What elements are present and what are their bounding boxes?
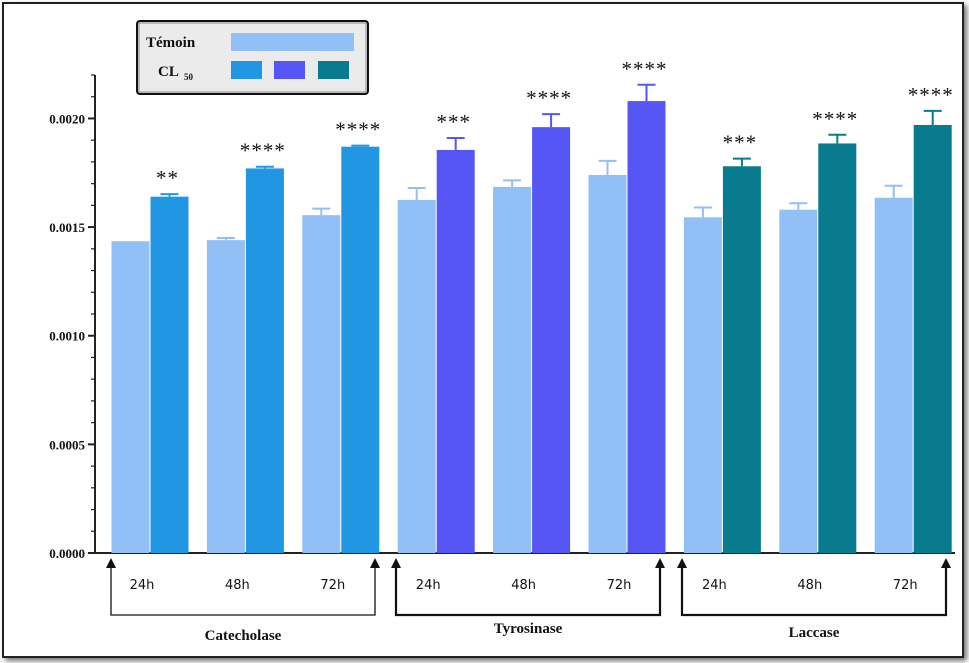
control-bar [588, 174, 627, 554]
control-bar [683, 217, 722, 553]
x-tick-label: 24h [416, 578, 441, 593]
x-tick-label: 48h [511, 578, 536, 593]
group-bracket [391, 558, 665, 617]
legend-control-swatch [231, 33, 354, 51]
group-label: Catecholase [205, 628, 282, 644]
legend-treated-swatch [274, 61, 305, 79]
significance-label: **** [526, 86, 572, 110]
y-tick-label: 0.0000 [49, 546, 85, 561]
treated-bar [532, 127, 571, 554]
significance-label: ** [156, 166, 179, 190]
x-tick-label: 48h [797, 578, 822, 593]
control-bar [206, 240, 245, 554]
group-bracket [677, 558, 951, 617]
y-tick-label: 0.0015 [49, 220, 85, 235]
labels-layer: 0.0000 0.0005 0.0010 0.0015 0.0020 ** 24h **** 4… [49, 57, 954, 644]
significance-label: *** [723, 131, 758, 155]
control-bar [397, 199, 436, 553]
significance-label: **** [622, 57, 668, 81]
significance-label: **** [908, 83, 954, 107]
treated-bar [818, 143, 857, 553]
treated-bar [436, 149, 475, 553]
control-bar [493, 186, 532, 554]
x-tick-label: 24h [130, 578, 155, 593]
control-bar [779, 209, 818, 553]
treated-bar [245, 168, 284, 553]
significance-label: **** [240, 139, 286, 163]
treated-bar [627, 101, 666, 553]
group-bracket [106, 558, 380, 616]
legend-treated-subscript: 50 [184, 72, 194, 82]
group-label: Tyrosinase [494, 621, 563, 637]
significance-label: **** [335, 118, 381, 142]
legend: Témoin CL 50 [136, 20, 369, 95]
legend-treated-swatch [231, 61, 262, 79]
x-tick-label: 24h [702, 578, 727, 593]
legend-inner-border [138, 22, 367, 93]
legend-treated-label: CL [158, 64, 179, 80]
y-tick-label: 0.0020 [49, 111, 85, 126]
control-bar [874, 197, 913, 553]
group-label: Laccase [789, 625, 840, 641]
control-bar [111, 241, 150, 554]
x-tick-label: 72h [320, 578, 345, 593]
y-tick-label: 0.0005 [49, 437, 85, 452]
legend-box [136, 20, 369, 95]
treated-bar [150, 196, 189, 553]
significance-label: *** [436, 110, 471, 134]
x-tick-label: 72h [607, 578, 632, 593]
y-tick-label: 0.0010 [49, 329, 85, 344]
control-bar [302, 215, 341, 553]
treated-bar [913, 124, 952, 554]
x-tick-label: 48h [225, 578, 250, 593]
legend-treated-swatch [318, 61, 349, 79]
significance-label: **** [812, 107, 858, 131]
bars-layer [111, 83, 952, 554]
legend-control-label: Témoin [146, 35, 196, 51]
treated-bar [341, 146, 380, 553]
x-tick-label: 72h [893, 578, 918, 593]
treated-bar [722, 166, 761, 553]
